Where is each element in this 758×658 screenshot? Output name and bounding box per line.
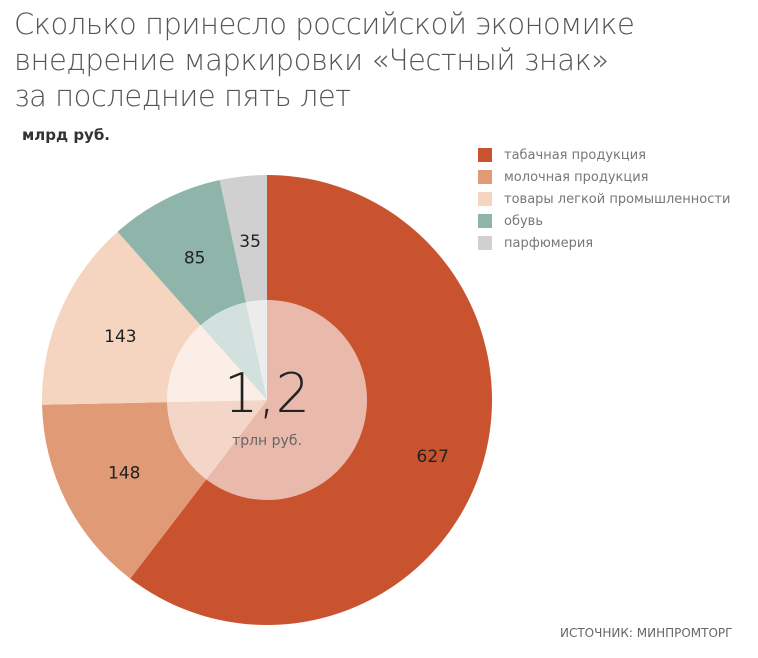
legend-item: парфюмерия xyxy=(478,232,730,254)
title-line: внедрение маркировки «Честный знак» xyxy=(14,43,609,77)
legend-item: табачная продукция xyxy=(478,144,730,166)
legend-swatch xyxy=(478,214,492,228)
legend-item: товары легкой промышленности xyxy=(478,188,730,210)
legend-label: табачная продукция xyxy=(504,147,646,163)
data-label: 85 xyxy=(184,248,206,268)
total-value: 1,2 xyxy=(224,362,310,425)
legend-swatch xyxy=(478,148,492,162)
legend-item: молочная продукция xyxy=(478,166,730,188)
legend-label: обувь xyxy=(504,213,543,229)
legend-label: молочная продукция xyxy=(504,169,649,185)
data-label: 148 xyxy=(108,463,140,483)
legend-swatch xyxy=(478,170,492,184)
source-label: ИСТОЧНИК: МИНПРОМТОРГ xyxy=(560,626,733,640)
data-label: 35 xyxy=(239,232,261,252)
title-line: за последние пять лет xyxy=(14,79,351,113)
unit-label: млрд руб. xyxy=(22,126,111,144)
center-overlay xyxy=(167,300,367,500)
chart-title: Сколько принесло российской экономике вн… xyxy=(14,6,635,114)
data-label: 627 xyxy=(417,447,449,467)
legend-item: обувь xyxy=(478,210,730,232)
title-line: Сколько принесло российской экономике xyxy=(14,7,635,41)
legend-label: парфюмерия xyxy=(504,235,594,251)
total-unit: трлн руб. xyxy=(232,433,302,449)
legend-label: товары легкой промышленности xyxy=(504,191,731,207)
data-label: 143 xyxy=(104,327,136,347)
legend: табачная продукция молочная продукция това… xyxy=(478,144,730,254)
legend-swatch xyxy=(478,192,492,206)
legend-swatch xyxy=(478,236,492,250)
